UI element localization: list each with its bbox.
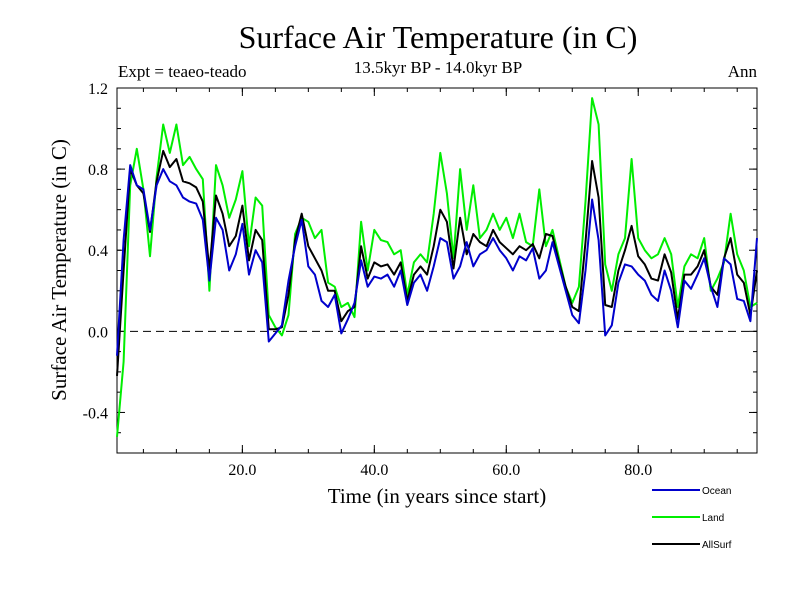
y-axis-label: Surface Air Temperature (in C): [47, 139, 71, 401]
y-tick-label: 0.4: [88, 243, 108, 260]
y-tick-label: -0.4: [83, 405, 108, 422]
x-axis-label: Time (in years since start): [328, 484, 547, 508]
y-tick-label: 1.2: [88, 81, 108, 98]
legend-label-allsurf: AllSurf: [702, 540, 732, 551]
legend-label-land: Land: [702, 513, 724, 524]
x-tick-label: 80.0: [624, 462, 652, 479]
season-label: Ann: [728, 62, 758, 81]
x-tick-label: 40.0: [360, 462, 388, 479]
y-tick-label: 0.8: [88, 162, 108, 179]
chart-subtitle: 13.5kyr BP - 14.0kyr BP: [354, 58, 522, 77]
x-tick-label: 60.0: [492, 462, 520, 479]
series-line-ocean: [116, 164, 758, 356]
series-lines: [116, 97, 758, 437]
y-tick-label: 0.0: [88, 324, 108, 341]
plot-area: -0.4 0.0 0.4 0.8 1.2 20.0 40.0 60.0 80.0: [83, 81, 758, 479]
series-line-land: [116, 97, 758, 437]
series-line-allsurf: [116, 149, 758, 376]
x-tick-label: 20.0: [228, 462, 256, 479]
legend: Ocean Land AllSurf: [652, 486, 732, 551]
experiment-label: Expt = teaeo-teado: [118, 62, 247, 81]
chart-title: Surface Air Temperature (in C): [239, 19, 638, 55]
legend-label-ocean: Ocean: [702, 486, 731, 497]
x-axis-ticks: 20.0 40.0 60.0 80.0: [142, 88, 738, 479]
